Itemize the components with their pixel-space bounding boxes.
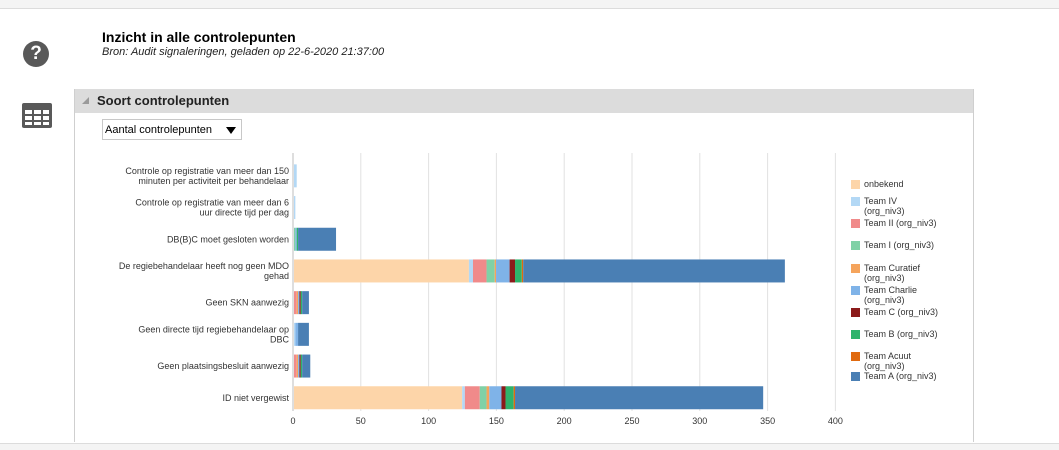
bar-segment bbox=[509, 259, 516, 283]
bar-segment bbox=[496, 259, 510, 283]
category-label: DB(B)C moet gesloten worden bbox=[167, 234, 289, 244]
legend-swatch bbox=[851, 352, 860, 361]
bar-segment bbox=[294, 354, 297, 378]
bar-segment bbox=[298, 227, 337, 251]
bar-segment bbox=[513, 386, 516, 410]
bar-segment bbox=[294, 227, 296, 251]
bar-segment bbox=[523, 259, 785, 283]
page-subtitle: Bron: Audit signaleringen, geladen op 22… bbox=[102, 46, 385, 58]
bar-segment bbox=[294, 259, 469, 283]
legend-swatch bbox=[851, 330, 860, 339]
legend-swatch bbox=[851, 372, 860, 381]
legend-label: Team C (org_niv3) bbox=[864, 307, 938, 317]
bar-segment bbox=[489, 386, 502, 410]
category-label: Controle op registratie van meer dan 150… bbox=[125, 166, 289, 186]
bar-segment bbox=[494, 259, 497, 283]
legend-label: Team IV (org_niv3) bbox=[864, 196, 905, 216]
x-tick-label: 50 bbox=[356, 416, 366, 426]
bar-segment bbox=[468, 259, 473, 283]
table-grid-icon[interactable] bbox=[21, 102, 53, 129]
legend-swatch bbox=[851, 264, 860, 273]
bar-segment bbox=[294, 386, 463, 410]
legend-label: Team B (org_niv3) bbox=[864, 329, 938, 339]
bar-segment bbox=[515, 386, 764, 410]
category-label: De regiebehandelaar heeft nog geen MDO ge… bbox=[119, 261, 289, 281]
legend-label: Team I (org_niv3) bbox=[864, 240, 934, 250]
bar-segment bbox=[462, 386, 465, 410]
bar-segment bbox=[294, 196, 296, 220]
bar-segment bbox=[298, 291, 300, 315]
legend-swatch bbox=[851, 180, 860, 189]
legend-label: Team II (org_niv3) bbox=[864, 218, 937, 228]
legend-label: Team A (org_niv3) bbox=[864, 371, 937, 381]
bar-segment bbox=[295, 227, 297, 251]
bar-segment bbox=[300, 354, 303, 378]
legend-swatch bbox=[851, 286, 860, 295]
bar-segment bbox=[479, 386, 487, 410]
bar-segment bbox=[486, 386, 490, 410]
category-label: Geen plaatsingsbesluit aanwezig bbox=[157, 361, 289, 371]
bar-segment bbox=[515, 259, 522, 283]
bar-segment bbox=[521, 259, 524, 283]
stacked-bar-chart: 0 50 100 150 200 250 300 350 400 Controle op regi… bbox=[119, 153, 938, 426]
dropdown-selected-value: Aantal controlepunten bbox=[105, 124, 213, 136]
category-label: Geen directe tijd regiebehandelaar op DBC bbox=[138, 324, 289, 344]
bar-segment bbox=[302, 354, 311, 378]
x-tick-label: 100 bbox=[421, 416, 436, 426]
bar-segment bbox=[299, 291, 301, 315]
legend-swatch bbox=[851, 197, 860, 206]
bar-segment bbox=[296, 354, 299, 378]
help-icon[interactable]: ? bbox=[23, 41, 49, 67]
legend-swatch bbox=[851, 308, 860, 317]
x-tick-label: 350 bbox=[760, 416, 775, 426]
bar-segment bbox=[300, 291, 303, 315]
x-tick-label: 0 bbox=[290, 416, 295, 426]
x-tick-label: 150 bbox=[489, 416, 504, 426]
legend-swatch bbox=[851, 241, 860, 250]
measure-dropdown[interactable]: Aantal controlepunten bbox=[102, 119, 242, 140]
x-tick-label: 250 bbox=[624, 416, 639, 426]
legend-label: onbekend bbox=[864, 179, 904, 189]
dropdown-arrow-icon bbox=[226, 127, 236, 134]
page-title: Inzicht in alle controlepunten bbox=[102, 29, 296, 45]
bar-segment bbox=[296, 291, 299, 315]
bar-segment bbox=[501, 386, 506, 410]
bar-segment bbox=[294, 164, 297, 188]
bar-segment bbox=[505, 386, 514, 410]
category-label: ID niet vergewist bbox=[222, 393, 289, 403]
legend-label: Team Acuut (org_niv3) bbox=[864, 351, 912, 371]
bar-segment bbox=[294, 291, 297, 315]
bar-segment bbox=[302, 291, 309, 315]
bar-segment bbox=[295, 322, 299, 346]
bar-segment bbox=[472, 259, 487, 283]
bar-segment bbox=[464, 386, 480, 410]
bar-segment bbox=[298, 322, 309, 346]
category-label: Geen SKN aanwezig bbox=[205, 298, 289, 308]
x-tick-label: 200 bbox=[557, 416, 572, 426]
category-label: Controle op registratie van meer dan 6 uu… bbox=[135, 198, 289, 218]
bar-segment bbox=[299, 354, 301, 378]
legend-label: Team Charlie (org_niv3) bbox=[864, 285, 917, 305]
x-tick-label: 400 bbox=[828, 416, 843, 426]
x-tick-label: 300 bbox=[692, 416, 707, 426]
panel-header[interactable]: Soort controlepunten bbox=[75, 89, 973, 113]
bar-segment bbox=[298, 354, 300, 378]
bar-segment bbox=[486, 259, 495, 283]
report-frame: ? Inzicht in alle controlepunten Bron: A… bbox=[0, 8, 1059, 444]
chart-panel: Soort controlepunten Aantal controlepunt… bbox=[74, 89, 974, 442]
legend-label: Team Curatief (org_niv3) bbox=[864, 263, 921, 283]
collapse-triangle-icon[interactable] bbox=[82, 97, 89, 104]
panel-title: Soort controlepunten bbox=[97, 93, 230, 108]
legend-swatch bbox=[851, 219, 860, 228]
bar-segment bbox=[296, 227, 299, 251]
bar-segment bbox=[294, 322, 296, 346]
